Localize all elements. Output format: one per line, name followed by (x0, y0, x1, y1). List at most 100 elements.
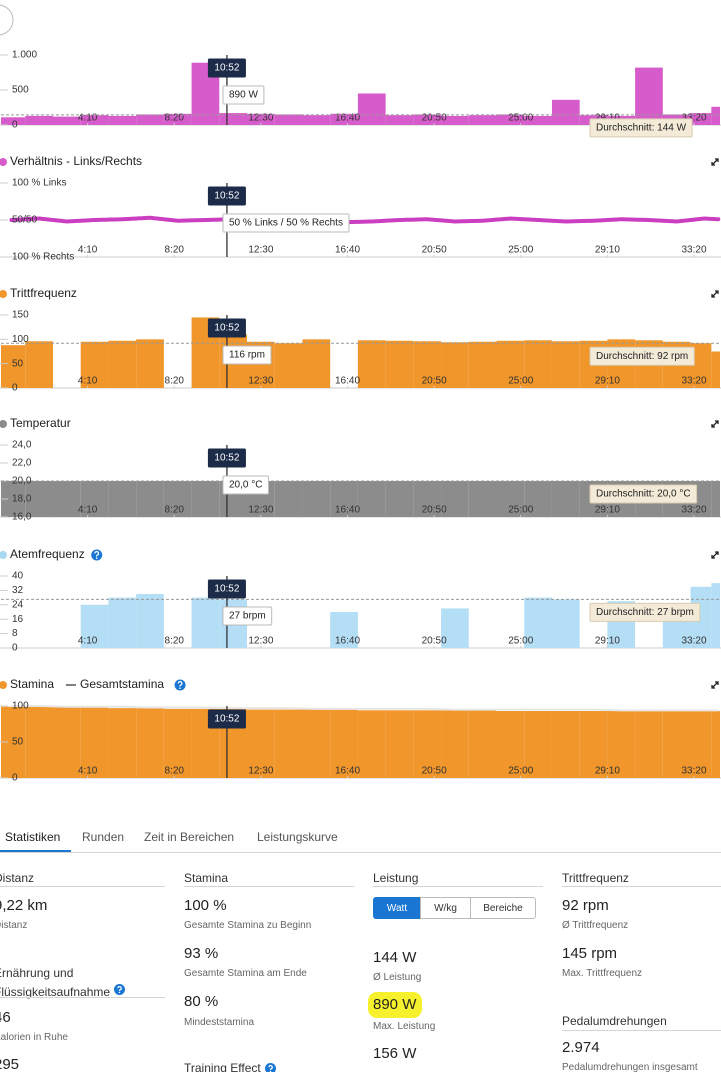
stat-value: 890 W (373, 996, 417, 1013)
tooltip-box (222, 345, 272, 365)
expand-icon[interactable] (711, 290, 719, 298)
stat-label: Gesamte Stamina zu Beginn (184, 920, 312, 931)
area-column (25, 481, 53, 517)
area-column (441, 608, 469, 648)
area-column (302, 481, 331, 517)
stat-value: 100 % (184, 897, 227, 914)
area-column (468, 341, 497, 388)
x-tick-label: 33:20 (681, 113, 706, 124)
y-tick-label: 50 (12, 737, 24, 748)
header-underline (0, 886, 165, 887)
area-column (607, 711, 636, 778)
area-column (690, 586, 712, 648)
expand-icon[interactable] (711, 158, 719, 166)
expand-icon[interactable] (711, 551, 719, 559)
area-column (52, 707, 81, 778)
area-column (385, 115, 414, 125)
stat-label: Kalorien in Ruhe (0, 1032, 68, 1043)
stat-value: 144 W (373, 949, 417, 966)
area-column (247, 709, 275, 778)
expand-icon[interactable] (711, 681, 719, 689)
area-column (163, 481, 192, 517)
area-column (357, 481, 386, 517)
x-tick-label: 25:00 (508, 113, 533, 124)
chart-title: Atemfrequenz (10, 547, 85, 561)
y-tick-label: 22,0 (12, 458, 32, 469)
help-icon[interactable] (114, 984, 125, 995)
area-column (635, 67, 663, 125)
area-column (80, 604, 109, 648)
area-column (108, 708, 137, 778)
area-column (711, 711, 720, 778)
area-column (711, 583, 720, 648)
area-column (330, 709, 358, 778)
header-underline (562, 886, 721, 887)
x-tick-label: 16:40 (335, 245, 360, 256)
stat-label: Max. Leistung (373, 1021, 436, 1032)
x-tick-label: 12:30 (248, 505, 273, 516)
area-column (302, 115, 331, 125)
chart-title: Temperatur (10, 416, 71, 430)
stat-label: Mindeststamina (184, 1017, 255, 1028)
legend-dot (0, 681, 7, 689)
area-column (690, 343, 712, 388)
y-tick-label: 24 (12, 599, 24, 610)
area-column (274, 114, 303, 125)
area-column (468, 115, 497, 125)
x-tick-label: 20:50 (422, 376, 447, 387)
stat-label: Pedalumdrehungen insgesamt (562, 1062, 698, 1072)
area-column (247, 113, 275, 125)
y-tick-label: 18,0 (12, 494, 32, 505)
tab[interactable]: Zeit in Bereichen (144, 830, 235, 844)
area-column (551, 99, 580, 125)
y-tick-label: 8 (12, 628, 18, 639)
area-column (413, 341, 442, 388)
x-tick-label: 16:40 (335, 636, 360, 647)
y-tick-label: 32 (12, 585, 24, 596)
y-tick-label: 0 (12, 383, 18, 394)
average-label-box (589, 118, 693, 138)
area-column (274, 709, 303, 778)
stat-label: Distanz (0, 920, 28, 931)
x-tick-label: 4:10 (78, 376, 98, 387)
expand-icon[interactable] (711, 420, 719, 428)
stat-value: 93 % (184, 945, 219, 962)
x-tick-label: 29:10 (595, 636, 620, 647)
area-column (274, 343, 303, 388)
x-tick-label: 33:20 (681, 766, 706, 777)
x-tick-label: 33:20 (681, 245, 706, 256)
stat-header: Training Effect (184, 1061, 261, 1072)
area-column (551, 711, 580, 778)
stat-header: Leistung (373, 871, 419, 885)
x-tick-label: 4:10 (78, 636, 98, 647)
tooltip-box (222, 606, 273, 626)
tooltip: 890 W (229, 90, 258, 101)
area-column (496, 340, 525, 388)
tab[interactable]: Leistungskurve (257, 830, 338, 844)
area-column (330, 612, 358, 648)
round-button[interactable] (0, 4, 14, 36)
unit-button[interactable]: Bereiche (470, 897, 536, 919)
y-tick-label: 0 (12, 773, 18, 784)
average-label-box (589, 346, 695, 366)
area-column (413, 481, 442, 517)
x-tick-label: 29:10 (595, 766, 620, 777)
y-tick-label: 16,0 (12, 512, 32, 523)
x-tick-label: 25:00 (508, 376, 533, 387)
area-column (690, 113, 712, 125)
area-column (496, 481, 525, 517)
x-tick-label: 33:20 (681, 505, 706, 516)
tab[interactable]: Runden (82, 830, 125, 844)
header-underline (184, 886, 354, 887)
x-tick-label: 8:20 (165, 766, 185, 777)
area-column (441, 481, 469, 517)
unit-button[interactable]: Watt (373, 897, 421, 919)
tab[interactable]: Statistiken (5, 830, 61, 844)
area-column (496, 711, 525, 778)
y-tick-label: 24,0 (12, 440, 32, 451)
y-tick-label: 100 % Links (12, 178, 66, 189)
x-tick-label: 4:10 (78, 113, 98, 124)
unit-button[interactable]: W/kg (420, 897, 471, 919)
help-icon[interactable] (265, 1063, 276, 1072)
